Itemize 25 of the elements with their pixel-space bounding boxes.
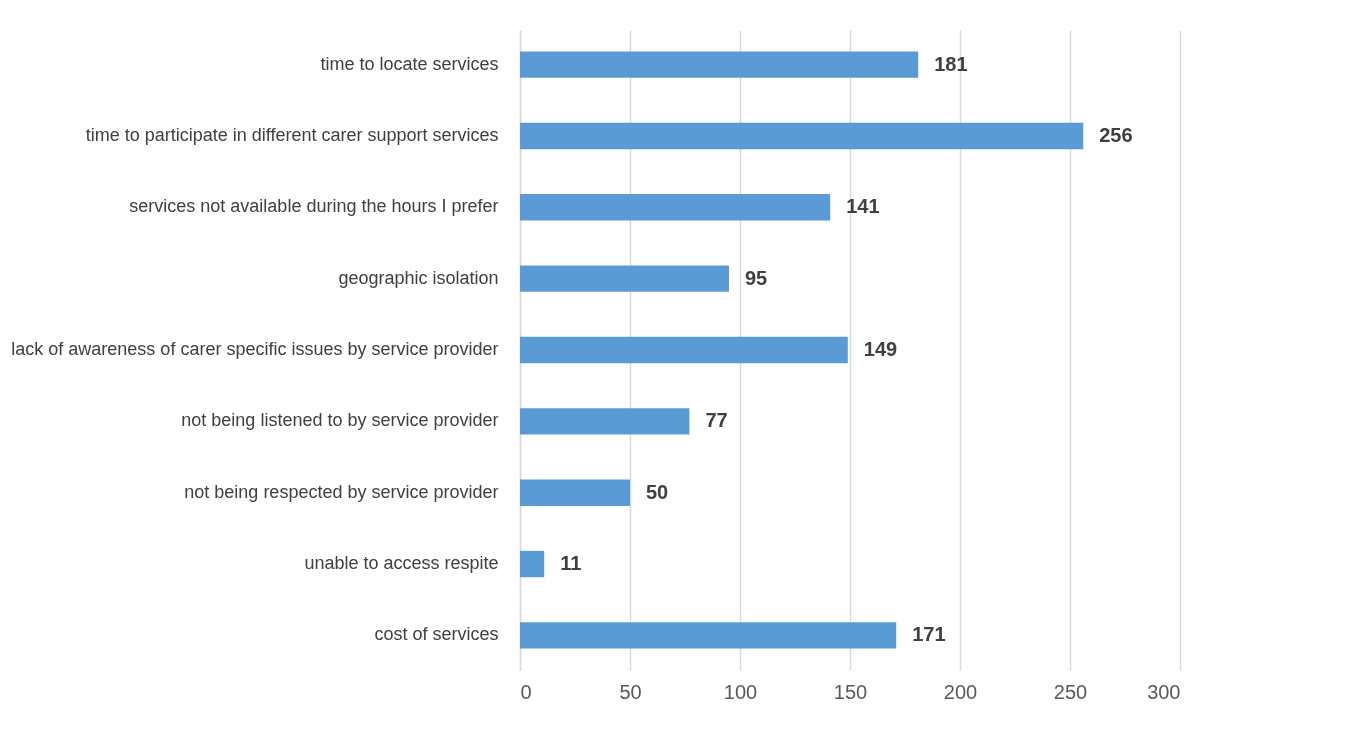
y-tick-label: cost of services — [374, 624, 499, 645]
y-tick-label: services not available during the hours I prefer — [129, 196, 499, 217]
data-label: 181 — [934, 52, 968, 75]
data-label: 149 — [863, 338, 898, 360]
data-label: 50 — [646, 480, 669, 503]
x-tick-label: 0 — [520, 680, 532, 703]
x-tick-label: 300 — [1147, 680, 1181, 703]
data-label: 11 — [560, 552, 582, 575]
data-label: 256 — [1099, 123, 1133, 146]
data-label: 141 — [846, 195, 880, 218]
x-tick-label: 50 — [619, 680, 642, 703]
data-label: 171 — [912, 623, 946, 646]
y-tick-label: geographic isolation — [338, 267, 499, 288]
y-tick-label: time to locate services — [320, 53, 499, 74]
y-tick-label: unable to access respite — [304, 553, 499, 574]
y-tick-label: not being listened to by service provider — [181, 410, 499, 431]
y-tick-label: time to participate in different carer support services — [85, 124, 499, 145]
y-tick-label: lack of awareness of carer specific issues by service provider — [11, 339, 499, 359]
data-label: 95 — [745, 266, 768, 289]
x-tick-label: 250 — [1053, 680, 1088, 703]
x-tick-label: 200 — [943, 680, 978, 703]
y-tick-label: not being respected by service provider — [184, 481, 499, 502]
data-label: 77 — [705, 409, 728, 432]
x-tick-label: 150 — [833, 680, 868, 703]
x-tick-label: 100 — [723, 680, 758, 703]
